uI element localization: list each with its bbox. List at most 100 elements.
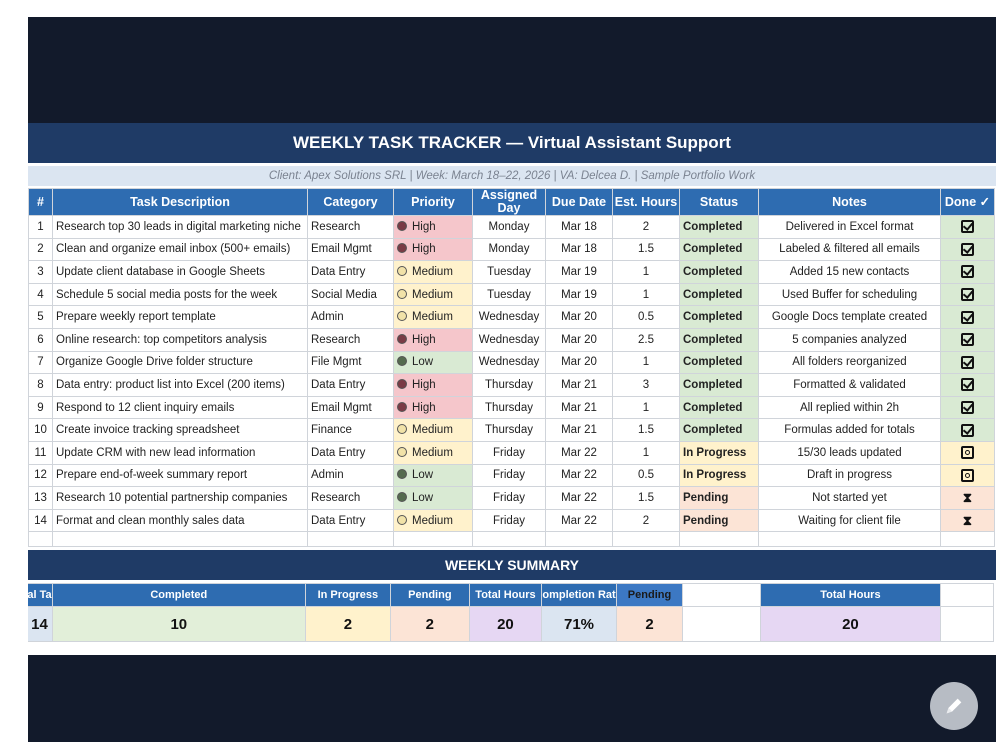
task-due-date-cell[interactable]: Mar 20 <box>545 350 613 375</box>
task-due-date-cell[interactable]: Mar 21 <box>545 395 613 420</box>
task-category-cell[interactable]: Research <box>307 486 394 510</box>
task-assigned-day-cell[interactable]: Friday <box>472 486 546 510</box>
task-description-cell[interactable]: Online research: top competitors analysi… <box>52 327 308 352</box>
task-est-hours-cell[interactable]: 0.5 <box>612 463 680 488</box>
summary-completion-rate-value[interactable]: 71% <box>541 606 617 642</box>
task-status-cell[interactable]: Completed <box>679 282 759 307</box>
task-number-cell[interactable]: 1 <box>28 215 53 239</box>
task-description-cell[interactable]: Research top 30 leads in digital marketi… <box>52 215 308 239</box>
task-category-cell[interactable]: Social Media <box>307 282 394 307</box>
task-description-cell[interactable]: Research 10 potential partnership compan… <box>52 486 308 510</box>
checkbox-checked-icon[interactable] <box>961 423 974 437</box>
task-est-hours-cell[interactable]: 1 <box>612 440 680 465</box>
task-due-date-cell[interactable]: Mar 19 <box>545 260 613 284</box>
task-due-date-cell[interactable]: Mar 22 <box>545 440 613 465</box>
task-notes-cell[interactable]: Draft in progress <box>758 463 941 488</box>
task-notes-cell[interactable]: 5 companies analyzed <box>758 327 941 352</box>
task-number-cell[interactable]: 13 <box>28 486 53 510</box>
checkbox-checked-icon[interactable] <box>961 265 974 279</box>
task-category-cell[interactable]: Research <box>307 215 394 239</box>
task-status-cell[interactable]: Completed <box>679 373 759 397</box>
task-done-cell[interactable] <box>940 305 995 329</box>
task-description-cell[interactable]: Update client database in Google Sheets <box>52 260 308 284</box>
task-est-hours-cell[interactable]: 1 <box>612 395 680 420</box>
summary-header-blank-2[interactable] <box>939 583 995 607</box>
task-priority-cell[interactable]: Medium <box>393 418 473 442</box>
empty-cell[interactable] <box>940 531 995 548</box>
summary-header-blank[interactable] <box>682 583 761 607</box>
task-est-hours-cell[interactable]: 2 <box>612 508 680 533</box>
task-priority-cell[interactable]: Medium <box>393 508 473 533</box>
task-category-cell[interactable]: Data Entry <box>307 373 394 397</box>
checkbox-checked-icon[interactable] <box>961 333 974 347</box>
summary-header-in-progress[interactable]: In Progress <box>304 583 392 607</box>
task-category-cell[interactable]: Data Entry <box>307 508 394 533</box>
task-description-cell[interactable]: Create invoice tracking spreadsheet <box>52 418 308 442</box>
summary-pending-2-value[interactable]: 2 <box>615 606 684 642</box>
task-assigned-day-cell[interactable]: Thursday <box>472 395 546 420</box>
checkbox-checked-icon[interactable] <box>961 288 974 302</box>
task-category-cell[interactable]: Admin <box>307 305 394 329</box>
task-due-date-cell[interactable]: Mar 18 <box>545 237 613 262</box>
task-done-cell[interactable] <box>940 215 995 239</box>
task-priority-cell[interactable]: Low <box>393 350 473 375</box>
header-done[interactable]: Done ✓ <box>940 188 995 216</box>
header-category[interactable]: Category <box>307 188 394 216</box>
task-assigned-day-cell[interactable]: Thursday <box>472 373 546 397</box>
hourglass-icon[interactable]: ⧗ <box>962 490 973 506</box>
task-est-hours-cell[interactable]: 1.5 <box>612 486 680 510</box>
task-status-cell[interactable]: Pending <box>679 486 759 510</box>
summary-in-progress-value[interactable]: 2 <box>304 606 392 642</box>
empty-cell[interactable] <box>307 531 394 548</box>
header-est-hours[interactable]: Est. Hours <box>612 188 680 216</box>
task-assigned-day-cell[interactable]: Wednesday <box>472 305 546 329</box>
task-due-date-cell[interactable]: Mar 21 <box>545 373 613 397</box>
task-notes-cell[interactable]: Formatted & validated <box>758 373 941 397</box>
task-est-hours-cell[interactable]: 2 <box>612 215 680 239</box>
summary-header-completed[interactable]: Completed <box>51 583 306 607</box>
task-description-cell[interactable]: Format and clean monthly sales data <box>52 508 308 533</box>
summary-total-tasks-value[interactable]: 14 <box>28 606 53 642</box>
task-description-cell[interactable]: Schedule 5 social media posts for the we… <box>52 282 308 307</box>
task-due-date-cell[interactable]: Mar 19 <box>545 282 613 307</box>
task-due-date-cell[interactable]: Mar 20 <box>545 305 613 329</box>
task-priority-cell[interactable]: High <box>393 237 473 262</box>
task-notes-cell[interactable]: Added 15 new contacts <box>758 260 941 284</box>
header-assigned-day[interactable]: Assigned Day <box>472 188 546 216</box>
task-number-cell[interactable]: 4 <box>28 282 53 307</box>
task-est-hours-cell[interactable]: 1 <box>612 350 680 375</box>
task-priority-cell[interactable]: Low <box>393 463 473 488</box>
task-priority-cell[interactable]: Medium <box>393 305 473 329</box>
task-status-cell[interactable]: Completed <box>679 418 759 442</box>
header-due-date[interactable]: Due Date <box>545 188 613 216</box>
task-assigned-day-cell[interactable]: Monday <box>472 215 546 239</box>
task-number-cell[interactable]: 7 <box>28 350 53 375</box>
task-notes-cell[interactable]: Waiting for client file <box>758 508 941 533</box>
task-priority-cell[interactable]: Medium <box>393 282 473 307</box>
task-due-date-cell[interactable]: Mar 21 <box>545 418 613 442</box>
edit-fab-button[interactable] <box>930 682 978 730</box>
task-done-cell[interactable] <box>940 463 995 488</box>
header-task[interactable]: Task Description <box>52 188 308 216</box>
empty-cell[interactable] <box>393 531 473 548</box>
task-number-cell[interactable]: 9 <box>28 395 53 420</box>
task-priority-cell[interactable]: High <box>393 395 473 420</box>
task-done-cell[interactable] <box>940 440 995 465</box>
task-status-cell[interactable]: Completed <box>679 395 759 420</box>
empty-cell[interactable] <box>28 531 53 548</box>
task-priority-cell[interactable]: Medium <box>393 260 473 284</box>
task-notes-cell[interactable]: 15/30 leads updated <box>758 440 941 465</box>
task-notes-cell[interactable]: Labeled & filtered all emails <box>758 237 941 262</box>
task-priority-cell[interactable]: Medium <box>393 440 473 465</box>
task-description-cell[interactable]: Update CRM with new lead information <box>52 440 308 465</box>
task-status-cell[interactable]: Pending <box>679 508 759 533</box>
task-category-cell[interactable]: Email Mgmt <box>307 237 394 262</box>
task-number-cell[interactable]: 12 <box>28 463 53 488</box>
task-done-cell[interactable] <box>940 350 995 375</box>
task-est-hours-cell[interactable]: 2.5 <box>612 327 680 352</box>
summary-header-total-hours[interactable]: Total Hours <box>468 583 543 607</box>
task-status-cell[interactable]: In Progress <box>679 440 759 465</box>
summary-completed-value[interactable]: 10 <box>51 606 306 642</box>
header-notes[interactable]: Notes <box>758 188 941 216</box>
summary-header-completion-rate[interactable]: ompletion Rat <box>541 583 617 607</box>
